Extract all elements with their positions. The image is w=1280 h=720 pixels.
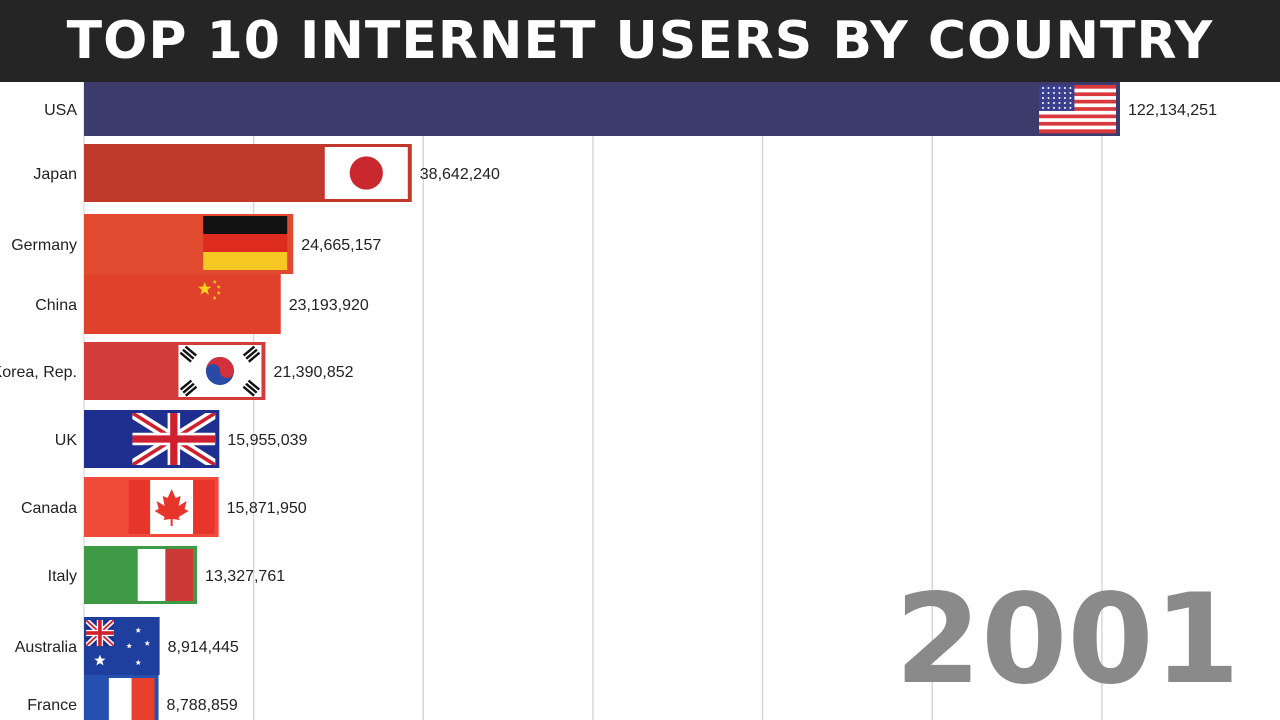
country-label: UK	[55, 432, 78, 449]
canada-flag	[128, 480, 215, 534]
value-label: 38,642,240	[420, 166, 500, 183]
year-label: 2001	[895, 568, 1240, 712]
france-flag	[86, 678, 155, 720]
value-label: 21,390,852	[273, 364, 353, 381]
title-bar: TOP 10 INTERNET USERS BY COUNTRY	[0, 0, 1280, 82]
value-label: 23,193,920	[289, 297, 369, 314]
germany-flag	[203, 216, 288, 270]
country-label: Canada	[21, 500, 77, 517]
country-label: Korea, Rep.	[0, 364, 77, 381]
japan-flag	[324, 147, 408, 199]
usa-flag	[1039, 85, 1116, 134]
bar-chart: 2001 USA 122,134,251 Japan 38,642,240 Germany…	[0, 82, 1240, 720]
value-label: 122,134,251	[1128, 102, 1217, 119]
country-label: Germany	[11, 237, 77, 254]
value-label: 8,788,859	[167, 697, 238, 714]
country-label: Japan	[33, 166, 77, 183]
value-label: 24,665,157	[301, 237, 381, 254]
uk-flag	[132, 413, 216, 465]
italy-flag	[110, 549, 194, 601]
australia-flag	[86, 620, 156, 672]
country-label: France	[27, 697, 77, 714]
country-label: USA	[44, 102, 77, 119]
country-label: Australia	[15, 639, 77, 656]
bar	[84, 274, 281, 334]
value-label: 13,327,761	[205, 568, 285, 585]
country-label: Italy	[48, 568, 77, 585]
bar	[84, 82, 1120, 136]
value-label: 8,914,445	[168, 639, 239, 656]
value-label: 15,871,950	[227, 500, 307, 517]
value-label: 15,955,039	[227, 432, 307, 449]
chart-title: TOP 10 INTERNET USERS BY COUNTRY	[66, 11, 1214, 71]
korea-flag	[178, 345, 262, 397]
china-flag	[198, 279, 221, 300]
country-label: China	[35, 297, 77, 314]
